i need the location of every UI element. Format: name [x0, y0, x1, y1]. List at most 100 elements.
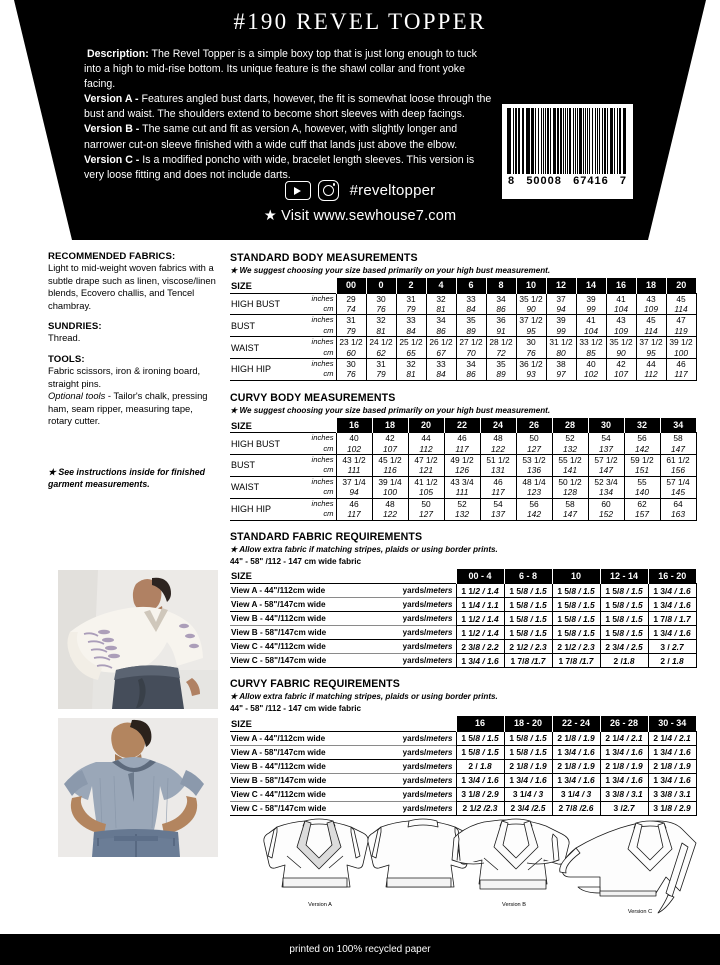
- value-inches: 25 1/2: [395, 336, 427, 348]
- curvy-fabric-section: CURVY FABRIC REQUIREMENTS ★ Allow extra …: [230, 678, 697, 816]
- value-cm: 107: [371, 443, 409, 455]
- size-column-header: 32: [623, 417, 660, 433]
- yardage-value: 2 1/2 / 2.3: [551, 639, 601, 654]
- table-row: View A - 44"/112cm wide yards/meters 1 5/8…: [230, 730, 697, 745]
- value-inches: 37 1/2: [515, 314, 547, 326]
- yardage-value: 2 1/2 / 2.3: [503, 639, 553, 654]
- yardage-value: 2 1/4 / 2.1: [599, 730, 649, 745]
- unit-label: yards/meters: [388, 625, 456, 640]
- size-column-header: 4: [425, 278, 456, 293]
- curvy-fabric-width: 44" - 58" /112 - 147 cm wide fabric: [230, 704, 362, 713]
- value-inches: 54: [479, 497, 517, 510]
- yardage-value: 1 1/2 / 1.4: [455, 583, 505, 598]
- value-inches: 39: [575, 292, 607, 304]
- sundries-text: Thread.: [48, 332, 81, 344]
- table-row: HIGH BUST inches 29 30 31 32 33 34 35 1/2 37 39 41 4…: [230, 292, 697, 315]
- value-inches: 33 1/2: [575, 336, 607, 348]
- value-inches: 36 1/2: [515, 357, 547, 370]
- yardage-value: 1 5/8 / 1.5: [503, 583, 553, 598]
- yardage-value: 1 5/8 / 1.5: [599, 597, 649, 612]
- view-label: View B - 44"/112cm wide: [230, 758, 388, 773]
- view-label: View C - 44"/112cm wide: [230, 786, 388, 801]
- description-text: The Revel Topper is a simple boxy top th…: [84, 48, 477, 91]
- value-cm: 74: [335, 303, 367, 315]
- instagram-icon[interactable]: [317, 180, 339, 201]
- value-inches: 39 1/4: [371, 475, 409, 488]
- view-label: View A - 58"/147cm wide: [230, 597, 388, 612]
- value-inches: 45 1/2: [371, 454, 409, 466]
- value-cm: 147: [659, 443, 697, 455]
- value-cm: 90: [605, 347, 637, 359]
- barcode-digit-0: 8: [508, 175, 516, 187]
- yardage-value: 1 5/8 / 1.5: [599, 583, 649, 598]
- value-cm: 111: [443, 487, 481, 499]
- size-header: SIZE: [230, 278, 336, 293]
- size-header: SIZE: [230, 716, 456, 731]
- value-cm: 136: [515, 465, 553, 477]
- value-cm: 67: [425, 347, 457, 359]
- view-label: View B - 58"/147cm wide: [230, 772, 388, 787]
- visit-website-line[interactable]: ★ Visit www.sewhouse7.com: [263, 208, 457, 224]
- value-inches: 58: [659, 432, 697, 444]
- tools-heading: TOOLS:: [48, 353, 85, 365]
- value-cm: 157: [623, 509, 661, 521]
- value-cm: 122: [371, 509, 409, 521]
- value-cm: 80: [545, 347, 577, 359]
- unit-cm: cm: [323, 303, 334, 313]
- yardage-value: 1 5/8 / 1.5: [455, 730, 505, 745]
- value-cm: 141: [551, 465, 589, 477]
- value-cm: 81: [425, 303, 457, 315]
- value-inches: 52 3/4: [587, 475, 625, 488]
- yardage-value: 2 1/8 / 1.9: [647, 758, 697, 773]
- value-inches: 43 1/2: [335, 454, 373, 466]
- table-row: cm 76 79 81 84 86 89 93 97 102 107 112 117: [230, 369, 697, 381]
- size-column-header: 30: [587, 417, 624, 433]
- unit-inches: inches: [304, 357, 336, 370]
- value-inches: 29: [335, 292, 367, 304]
- size-column-header: 30 - 34: [647, 716, 696, 731]
- spacer: [48, 312, 218, 321]
- youtube-icon[interactable]: [284, 181, 311, 200]
- value-inches: 36: [485, 314, 517, 326]
- value-cm: 94: [335, 487, 373, 499]
- yardage-value: 3 1/8 / 2.9: [455, 786, 505, 801]
- value-inches: 42: [371, 432, 409, 444]
- value-inches: 43 3/4: [443, 475, 481, 488]
- unit-label: yards/meters: [388, 744, 456, 759]
- table-row: cm 117 122 127 132 137 142 147 152 157 163: [230, 509, 697, 521]
- value-cm: 91: [485, 325, 517, 337]
- value-cm: 76: [335, 369, 367, 381]
- version-a-label: Version A: [308, 902, 332, 908]
- value-inches: 37: [545, 292, 577, 304]
- value-cm: 93: [515, 369, 547, 381]
- value-inches: 40: [335, 432, 373, 444]
- value-cm: 84: [455, 303, 487, 315]
- value-inches: 64: [659, 497, 697, 510]
- table-row: View B - 58"/147cm wide yards/meters 1 1/2…: [230, 625, 697, 640]
- size-column-header: 20: [407, 417, 444, 433]
- recommended-fabrics-text: Light to mid-weight woven fabrics with a…: [48, 262, 216, 311]
- yardage-value: 3 1/8 / 2.9: [647, 800, 697, 816]
- table-header-row: SIZE 00 0 2 4 6 8 10 12 14 16 18 20: [230, 278, 696, 293]
- play-triangle-icon: [294, 186, 302, 195]
- size-column-header: 18: [371, 417, 408, 433]
- table-row: HIGH BUST inches 40 42 44 46 48 50 52 54 56 58: [230, 432, 697, 455]
- value-cm: 112: [407, 443, 445, 455]
- value-inches: 30: [515, 336, 547, 348]
- value-inches: 59 1/2: [623, 454, 661, 466]
- table-row: View C - 58"/147cm wide yards/meters 2 1/2…: [230, 800, 697, 816]
- yardage-value: 1 5/8 / 1.5: [551, 625, 601, 640]
- recommended-fabrics-heading: RECOMMENDED FABRICS:: [48, 251, 176, 262]
- measurement-label: HIGH HIP: [230, 497, 304, 521]
- photo-version-b: [58, 718, 218, 857]
- standard-body-table: SIZE 00 0 2 4 6 8 10 12 14 16 18 20 HIGH BUST inches 29…: [230, 278, 697, 381]
- photo-version-c-illustration: [58, 570, 218, 709]
- curvy-fabric-table: SIZE 16 18 - 20 22 - 24 26 - 28 30 - 34 View A…: [230, 716, 697, 816]
- unit-inches: inches: [304, 497, 336, 510]
- value-inches: 43: [635, 292, 667, 304]
- value-cm: 107: [605, 369, 637, 381]
- yardage-value: 1 5/8 / 1.5: [455, 744, 505, 759]
- optional-tools-text: - Tailor's chalk, pressing ham, seam rip…: [48, 390, 208, 427]
- unit-cm: cm: [323, 443, 334, 453]
